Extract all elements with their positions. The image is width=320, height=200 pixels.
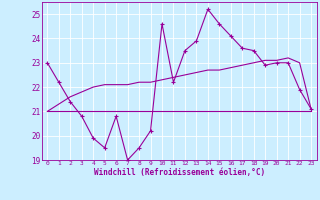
X-axis label: Windchill (Refroidissement éolien,°C): Windchill (Refroidissement éolien,°C)	[94, 168, 265, 177]
